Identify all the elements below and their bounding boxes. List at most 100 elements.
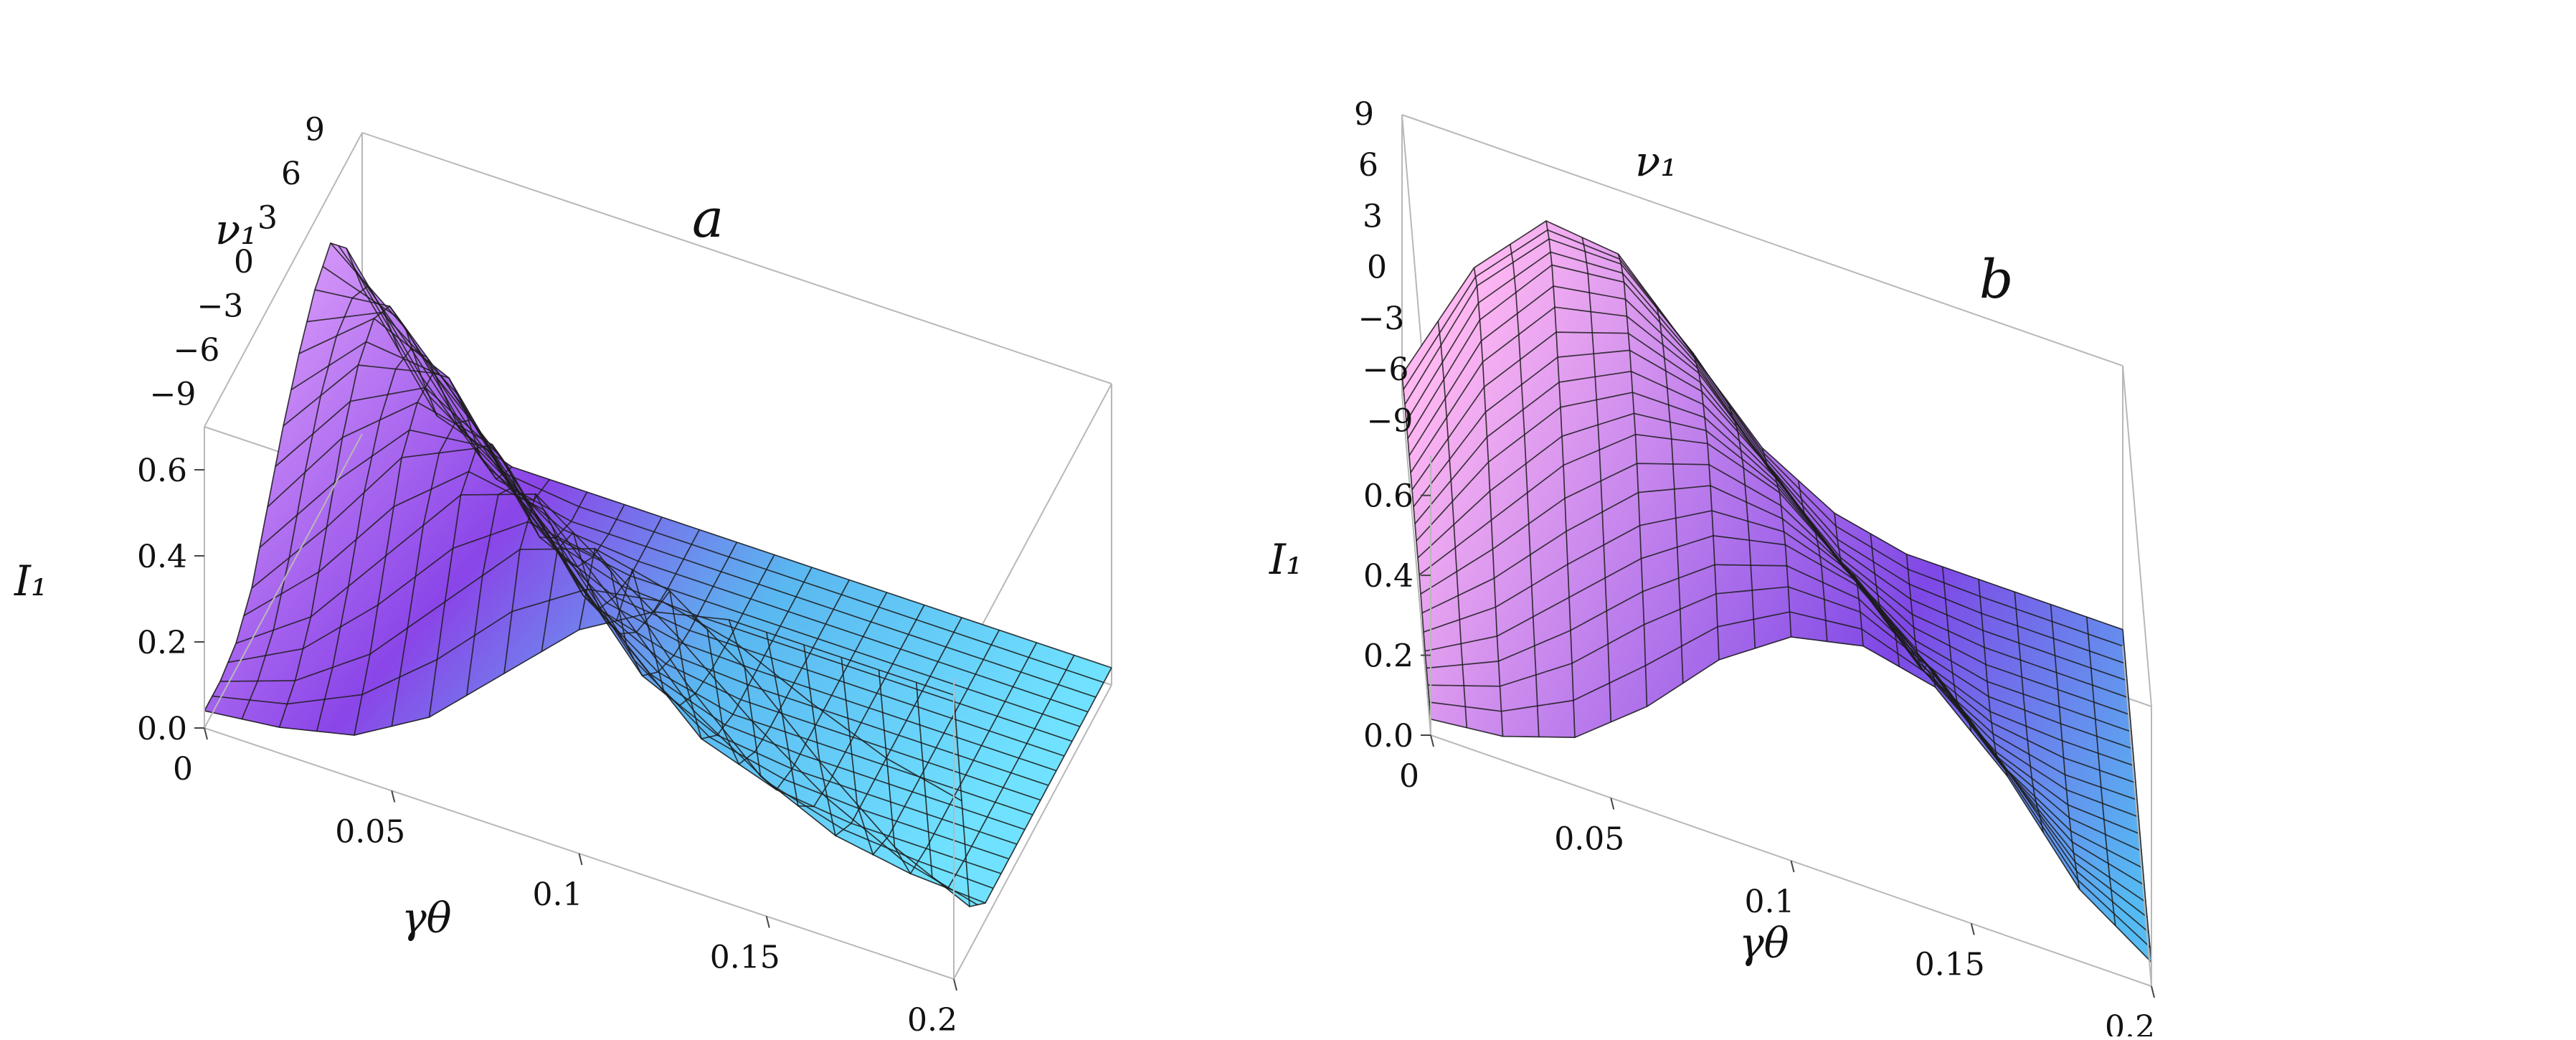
x-tick-mark bbox=[765, 916, 770, 928]
mesh-line-y bbox=[428, 444, 588, 718]
y-tick-label: 3 bbox=[1363, 198, 1383, 235]
z-tick-label: 0.6 bbox=[1363, 478, 1414, 515]
panel-b-letter: b bbox=[1979, 249, 2013, 311]
x-tick-label: 0.15 bbox=[1915, 947, 1985, 983]
mesh-line-y bbox=[915, 655, 1075, 889]
y-tick-label: 0 bbox=[1367, 250, 1387, 286]
mesh-line-y bbox=[278, 305, 438, 728]
x-tick-mark bbox=[2151, 985, 2155, 998]
box-edge bbox=[1401, 394, 1431, 736]
mesh-line-y bbox=[465, 486, 625, 696]
mesh-line-y bbox=[1437, 321, 1468, 728]
box-edge bbox=[361, 132, 1112, 384]
x-tick-label: 0.2 bbox=[2105, 1009, 2155, 1036]
x-tick-mark bbox=[204, 727, 208, 740]
panel-a-surface bbox=[204, 242, 1112, 908]
mesh-line-y bbox=[615, 554, 775, 706]
panel-b-x-ticks: 0 0.05 0.1 0.15 0.2 bbox=[1399, 734, 2155, 1040]
y-tick-label: 9 bbox=[1354, 96, 1374, 133]
mesh-line-y bbox=[1725, 399, 1756, 648]
mesh-line-y bbox=[765, 605, 925, 808]
box-edge bbox=[2122, 645, 2152, 987]
mesh-line-y bbox=[653, 567, 813, 739]
mesh-line-y bbox=[1545, 220, 1576, 738]
mesh-line-y bbox=[1401, 374, 1431, 719]
panel-b-mesh bbox=[1401, 220, 2152, 963]
mesh-line-y bbox=[691, 580, 851, 765]
panel-a-x-ticks: 0 0.05 0.1 0.15 0.2 bbox=[173, 727, 957, 1039]
panel-a-mesh bbox=[204, 242, 1112, 908]
y-tick-label: 6 bbox=[281, 156, 301, 192]
mesh-line-y bbox=[1473, 268, 1504, 737]
y-tick-label: −6 bbox=[174, 332, 220, 369]
mesh-line-y bbox=[1978, 579, 2008, 777]
box-edge bbox=[1401, 114, 2123, 367]
mesh-line-y bbox=[1581, 237, 1612, 722]
z-tick-label: 0.4 bbox=[1363, 558, 1414, 595]
mesh-line-y bbox=[728, 592, 888, 791]
y-tick-label: −9 bbox=[150, 377, 196, 413]
box-edge bbox=[2122, 365, 2152, 707]
x-tick-mark bbox=[1790, 860, 1795, 873]
panel-a-letter: a bbox=[692, 188, 724, 250]
x-tick-label: 0.1 bbox=[1745, 884, 1795, 920]
x-tick-label: 0.1 bbox=[533, 876, 583, 913]
y-tick-label: 6 bbox=[1358, 147, 1378, 184]
mesh-line-y bbox=[2014, 592, 2045, 833]
mesh-line-y bbox=[1509, 244, 1540, 737]
mesh-line-y bbox=[1905, 554, 1936, 688]
mesh-line-y bbox=[840, 630, 1000, 856]
y-tick-label: 0 bbox=[234, 244, 254, 280]
panel-a-y-axis-label: ν₁ bbox=[215, 205, 257, 254]
z-tick-label: 0.0 bbox=[1363, 718, 1414, 755]
mesh-line-y bbox=[953, 667, 1112, 908]
x-tick-label: 0 bbox=[1399, 758, 1419, 795]
x-tick-mark bbox=[1430, 734, 1434, 747]
mesh-line-y bbox=[1834, 513, 1864, 646]
mesh-line-y bbox=[1761, 448, 1792, 638]
y-tick-label: 3 bbox=[257, 200, 278, 237]
z-tick-label: 0.2 bbox=[137, 625, 187, 661]
z-tick-label: 0.2 bbox=[1363, 638, 1414, 675]
z-tick-label: 0.6 bbox=[137, 453, 187, 489]
x-tick-label: 0.2 bbox=[907, 1002, 957, 1036]
x-tick-mark bbox=[578, 853, 583, 866]
panel-b-x-axis-label: γθ bbox=[1739, 919, 1789, 968]
x-tick-label: 0.05 bbox=[1554, 821, 1624, 858]
x-tick-label: 0.15 bbox=[710, 940, 780, 976]
mesh-line-y bbox=[1654, 302, 1684, 684]
mesh-line-y bbox=[2050, 604, 2080, 889]
z-tick-label: 0.0 bbox=[137, 711, 187, 747]
panel-a-z-axis-label: I₁ bbox=[14, 557, 47, 605]
mesh-line-y bbox=[803, 617, 962, 837]
panel-a-x-axis-label: γθ bbox=[402, 894, 452, 942]
mesh-line-y bbox=[1941, 567, 1972, 732]
mesh-line-y bbox=[354, 372, 513, 736]
mesh-line-y bbox=[241, 285, 401, 719]
panel-a-z-ticks: 0.0 0.2 0.4 0.6 bbox=[137, 453, 204, 747]
mesh-line-y bbox=[1690, 350, 1720, 660]
x-tick-mark bbox=[391, 790, 396, 803]
mesh-line-y bbox=[204, 242, 363, 712]
x-tick-mark bbox=[1610, 798, 1615, 810]
y-tick-label: −3 bbox=[1358, 301, 1405, 337]
x-tick-label: 0 bbox=[173, 751, 193, 788]
y-tick-label: −9 bbox=[1367, 402, 1414, 439]
panel-b-y-ticks: −9 −6 −3 0 3 6 9 bbox=[1354, 96, 1413, 440]
x-tick-mark bbox=[1970, 923, 1975, 935]
mesh-line-y bbox=[316, 347, 475, 732]
y-tick-label: −3 bbox=[197, 288, 244, 325]
box-edge bbox=[953, 684, 1112, 980]
mesh-line-y bbox=[578, 542, 738, 676]
y-tick-label: 9 bbox=[305, 112, 325, 148]
panel-b-y-axis-label: ν₁ bbox=[1635, 137, 1677, 186]
panel-b-z-ticks: 0.0 0.2 0.4 0.6 bbox=[1363, 478, 1431, 755]
mesh-line-y bbox=[1797, 480, 1828, 642]
panel-b-z-axis-label: I₁ bbox=[1269, 535, 1302, 584]
mesh-line-y bbox=[541, 529, 701, 652]
mesh-line-y bbox=[1617, 253, 1648, 707]
